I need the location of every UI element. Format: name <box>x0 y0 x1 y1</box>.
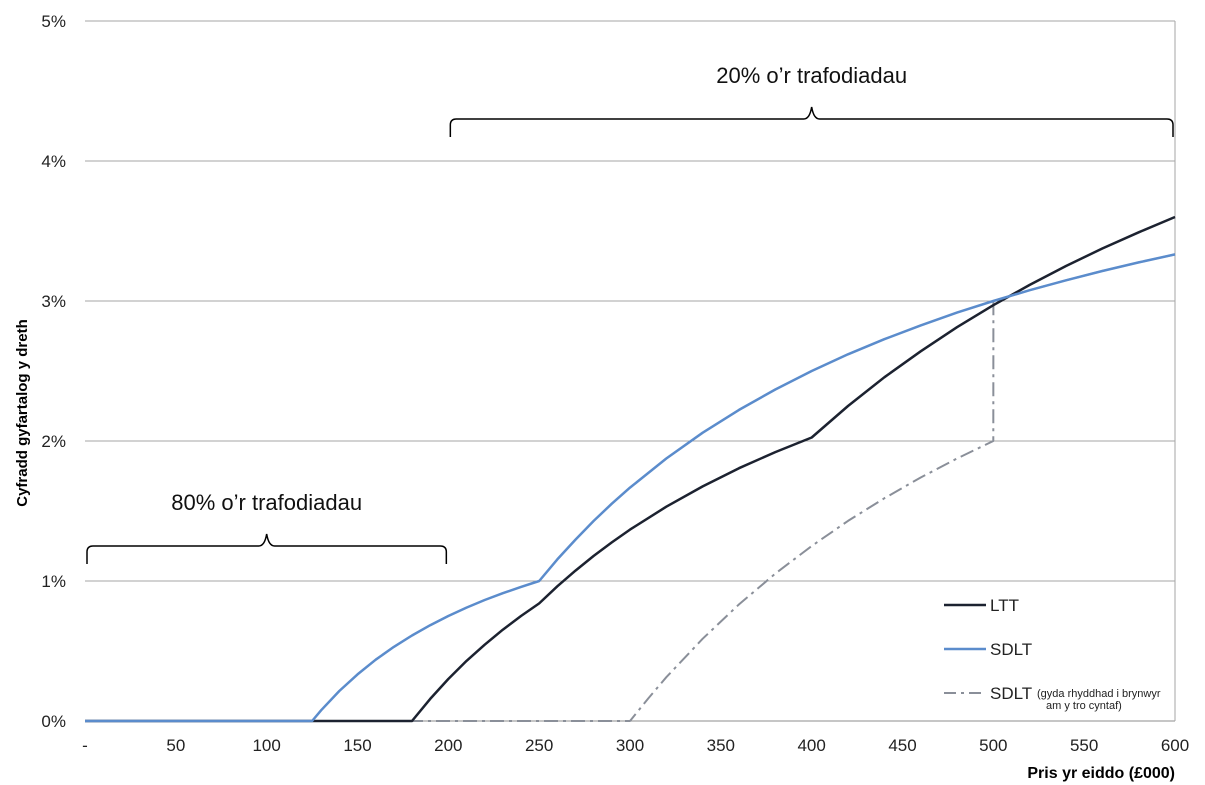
x-tick-label: 500 <box>979 736 1007 755</box>
legend-note: (gyda rhyddhad i brynwyr <box>1037 688 1161 700</box>
annotations: 80% o’r trafodiadau 20% o’r trafodiadau <box>86 63 1174 564</box>
y-axis-ticks: 0% 1% 2% 3% 4% 5% <box>41 12 66 731</box>
legend-label: SDLT <box>990 684 1032 703</box>
x-tick-label: 300 <box>616 736 644 755</box>
x-tick-label: 450 <box>888 736 916 755</box>
x-tick-label: 350 <box>707 736 735 755</box>
annotation-label: 80% o’r trafodiadau <box>171 490 362 515</box>
x-tick-label: - <box>82 736 88 755</box>
series-lines <box>85 215 1176 723</box>
y-tick-label: 5% <box>41 12 66 31</box>
x-tick-label: 600 <box>1161 736 1189 755</box>
y-tick-label: 2% <box>41 432 66 451</box>
x-tick-label: 150 <box>343 736 371 755</box>
legend-label: SDLT <box>990 640 1032 659</box>
x-axis-ticks: - 50 100 150 200 250 300 350 400 450 500 550 600 <box>82 736 1189 755</box>
annotation-brace <box>449 106 1174 137</box>
x-tick-label: 400 <box>797 736 825 755</box>
y-axis-label: Cyfradd gyfartalog y dreth <box>14 319 31 507</box>
gridlines <box>85 20 1176 722</box>
legend-label: LTT <box>990 596 1019 615</box>
legend-note: am y tro cyntaf) <box>1046 700 1122 712</box>
y-tick-label: 1% <box>41 572 66 591</box>
annotation-label: 20% o’r trafodiadau <box>716 63 907 88</box>
y-tick-label: 0% <box>41 712 66 731</box>
x-tick-label: 200 <box>434 736 462 755</box>
y-tick-label: 4% <box>41 152 66 171</box>
x-axis-label: Pris yr eiddo (£000) <box>1027 765 1175 782</box>
series-line <box>85 253 1176 723</box>
x-tick-label: 250 <box>525 736 553 755</box>
y-tick-label: 3% <box>41 292 66 311</box>
x-tick-label: 50 <box>166 736 185 755</box>
annotation-brace <box>86 533 448 564</box>
x-tick-label: 550 <box>1070 736 1098 755</box>
x-tick-label: 100 <box>252 736 280 755</box>
